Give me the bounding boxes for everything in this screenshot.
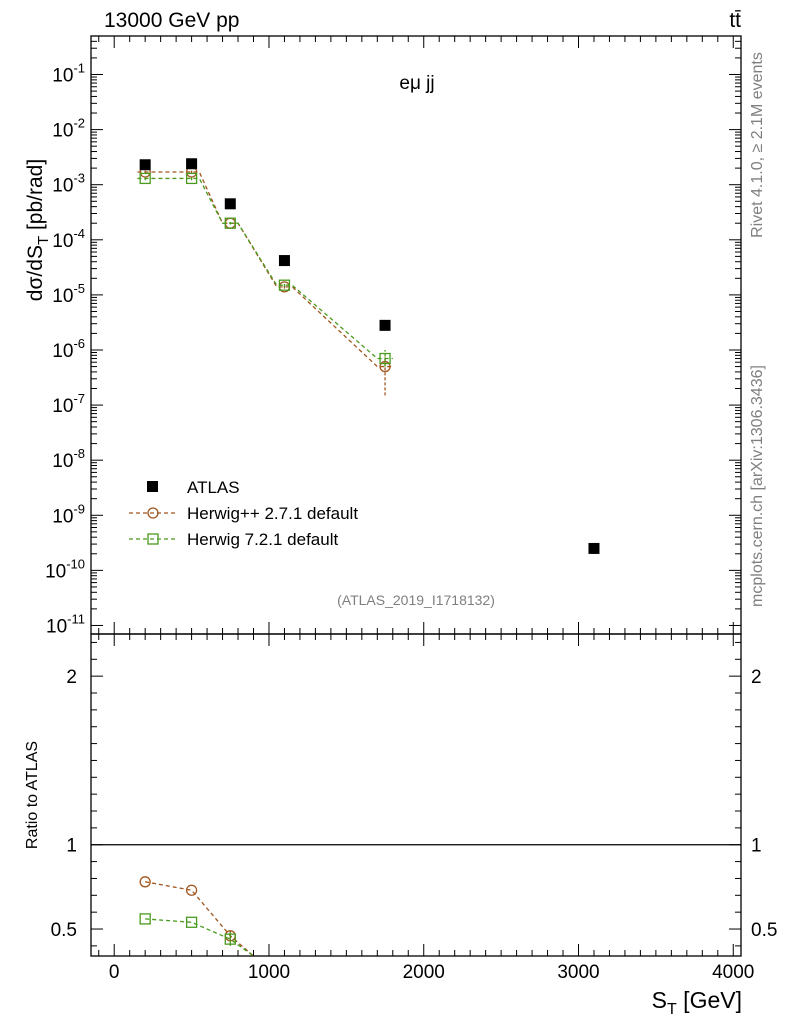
x-tick-label: 1000	[248, 962, 290, 983]
y-tick-label: 10-11	[46, 611, 85, 637]
atlas-point	[379, 319, 391, 331]
rivet-label: Rivet 4.1.0, ≥ 2.1M events	[749, 52, 766, 238]
ratio-herwigpp-point	[139, 876, 151, 888]
ratio-herwig7-point	[139, 913, 151, 925]
mcplots-label: mcplots.cern.ch [arXiv:1306.3436]	[749, 365, 766, 607]
energy-label: 13000 GeV pp	[104, 9, 239, 32]
y-tick-label: 10-1	[52, 61, 85, 87]
x-tick-label: 3000	[557, 962, 599, 983]
y-tick-label: 10-10	[45, 556, 85, 582]
y-tick-label: 10-4	[52, 226, 85, 252]
ratio-y-tick-label: 1	[66, 836, 77, 857]
legend-atlas-marker	[147, 481, 158, 492]
y-tick-label: 10-6	[52, 336, 85, 362]
main-axis-ticks: 10-1110-1010-910-810-710-610-510-410-310…	[45, 35, 754, 983]
ratio-y-tick-label-right: 2	[751, 667, 762, 688]
ratio-series	[139, 876, 254, 957]
ratio-y-tick-label: 2	[66, 667, 77, 688]
process-label: tt̄	[729, 9, 741, 32]
y-tick-label: 10-9	[52, 501, 85, 527]
legend: ATLAS Herwig++ 2.7.1 default Herwig 7.2.…	[129, 478, 358, 549]
atlas-point	[224, 198, 236, 210]
ratio-y-tick-label-right: 0.5	[751, 920, 777, 941]
atlas-point	[139, 159, 151, 171]
ratio-herwig7-point	[185, 916, 198, 928]
x-tick-label: 0	[109, 962, 120, 983]
atlas-point	[588, 542, 600, 554]
herwig7-point	[185, 172, 198, 185]
ratio-herwig7-point	[224, 933, 236, 945]
atlas-point	[186, 158, 198, 170]
y-tick-label: 10-3	[52, 171, 85, 197]
atlas-point	[278, 255, 290, 267]
herwig7-point	[139, 172, 151, 185]
x-axis-label: ST [GeV]	[652, 987, 742, 1018]
ratio-y-tick-label: 0.5	[51, 920, 77, 941]
legend-herwigpp-marker	[147, 507, 159, 519]
ratio-y-tick-label-right: 1	[751, 836, 762, 857]
x-tick-label: 2000	[403, 962, 445, 983]
ratio-herwig7-line	[145, 918, 254, 957]
x-tick-label: 4000	[712, 962, 754, 983]
ratio-axis-ticks: 0.5 0.5 1 1 2 2	[51, 641, 777, 947]
legend-herwig7-label: Herwig 7.2.1 default	[187, 530, 338, 549]
main-series	[137, 158, 600, 554]
y-tick-label: 10-5	[52, 281, 85, 307]
ratio-plot-frame	[90, 633, 742, 957]
y-tick-label: 10-7	[52, 391, 85, 417]
herwig7-point	[379, 352, 391, 365]
channel-label: eμ jj	[399, 73, 434, 94]
ratio-herwigpp-line	[145, 881, 254, 957]
ratio-herwigpp-point	[185, 884, 198, 896]
analysis-tag: (ATLAS_2019_I1718132)	[337, 592, 495, 608]
y-axis-label: dσ/dST [pb/rad]	[24, 159, 52, 301]
legend-herwig7-marker	[147, 533, 159, 545]
legend-herwigpp-label: Herwig++ 2.7.1 default	[187, 504, 358, 523]
y-tick-label: 10-8	[52, 446, 85, 472]
herwig7-point	[224, 217, 236, 229]
y-tick-label: 10-2	[52, 116, 85, 142]
herwigpp-line	[137, 171, 393, 368]
legend-atlas-label: ATLAS	[187, 478, 240, 497]
herwig7-line	[137, 177, 393, 360]
herwig7-point	[278, 279, 291, 291]
ratio-y-axis-label: Ratio to ATLAS	[24, 741, 41, 849]
